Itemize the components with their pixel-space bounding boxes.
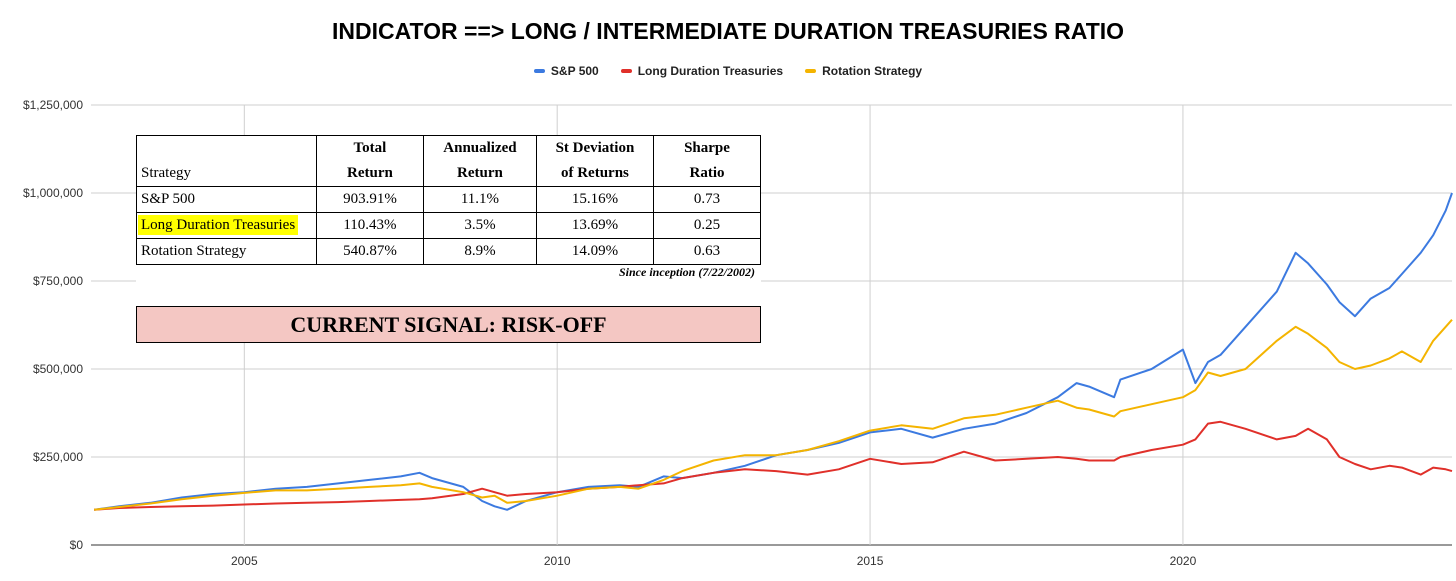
header-st-deviation: St Deviation of Returns [535,135,655,187]
highlighted-strategy-label: Long Duration Treasuries [138,215,299,235]
chart-title: INDICATOR ==> LONG / INTERMEDIATE DURATI… [331,18,1125,44]
header-sharpe-line1: Sharpe [684,140,730,156]
y-tick-label: $250,000 [33,450,83,464]
cell-st-deviation: 13.69% [535,212,655,239]
cell-total-return: 110.43% [315,212,425,239]
header-strategy: Strategy [136,135,317,187]
series-line-rotation-strategy [93,319,1453,511]
header-annualized-line2: Return [457,165,503,181]
stats-header-row: Strategy Total Return Annualized Return St… [136,135,761,187]
header-sharpe-ratio: Sharpe Ratio [653,135,761,187]
inception-note: Since inception (7/22/2002) [619,265,755,279]
legend-item-long-duration-treasuries[interactable]: Long Duration Treasuries [620,64,784,78]
series-layer [93,192,1453,511]
cell-st-deviation: 14.09% [535,238,655,265]
legend-item-sp500[interactable]: S&P 500 [533,64,599,78]
y-tick-label: $500,000 [33,362,83,376]
cell-strategy-highlighted: Long Duration Treasuries [136,212,317,239]
cell-sharpe-ratio: 0.63 [653,238,761,265]
header-total-line1: Total [353,140,387,156]
header-stdev-line1: St Deviation [555,140,635,156]
cell-sharpe-ratio: 0.73 [653,186,761,213]
header-annualized-return: Annualized Return [423,135,537,187]
legend-swatch-sp500 [533,69,545,73]
x-tick-label: 2005 [231,554,258,568]
table-row: Long Duration Treasuries 110.43% 3.5% 13… [136,212,761,239]
y-tick-label: $0 [70,538,84,552]
legend-label-long-duration-treasuries: Long Duration Treasuries [637,64,784,78]
series-line-long-duration-treasuries [94,420,1453,511]
stats-panel: Strategy Total Return Annualized Return St… [136,135,761,343]
cell-strategy: S&P 500 [136,186,317,213]
header-total-line2: Return [347,165,393,181]
cell-strategy: Rotation Strategy [136,238,317,265]
cell-annualized-return: 8.9% [423,238,537,265]
legend-label-sp500: S&P 500 [550,64,599,78]
cell-annualized-return: 3.5% [423,212,537,239]
legend-item-rotation-strategy[interactable]: Rotation Strategy [805,64,922,78]
cell-annualized-return: 11.1% [423,186,537,213]
x-tick-label: 2015 [857,554,884,568]
header-annualized-line1: Annualized [443,140,517,156]
x-tick-label: 2010 [544,554,571,568]
legend-label-rotation-strategy: Rotation Strategy [822,64,923,78]
legend-swatch-rotation-strategy [805,69,817,73]
y-tick-label: $1,000,000 [23,186,83,200]
cell-st-deviation: 15.16% [535,186,655,213]
series-line-s-p-500 [93,192,1453,511]
cell-sharpe-ratio: 0.25 [653,212,761,239]
cell-total-return: 903.91% [315,186,425,213]
cell-total-return: 540.87% [315,238,425,265]
header-stdev-line2: of Returns [560,165,629,181]
legend: S&P 500 Long Duration Treasuries Rotatio… [0,64,1456,78]
header-total-return: Total Return [315,135,425,187]
y-tick-label: $750,000 [33,274,83,288]
header-sharpe-line2: Ratio [689,165,725,181]
stats-table: Strategy Total Return Annualized Return St… [136,135,761,265]
x-tick-label: 2020 [1170,554,1197,568]
header-strategy-label: Strategy [141,165,191,181]
y-tick-label: $1,250,000 [23,98,83,112]
table-row: Rotation Strategy 540.87% 8.9% 14.09% 0.… [136,238,761,265]
axis-layer: $0 $250,000 $500,000 $750,000 $1,000,000 $1,2… [23,98,1197,568]
table-row: S&P 500 903.91% 11.1% 15.16% 0.73 [136,186,761,213]
legend-swatch-long-duration-treasuries [620,69,632,73]
current-signal-banner: CURRENT SIGNAL: RISK-OFF [136,306,761,343]
